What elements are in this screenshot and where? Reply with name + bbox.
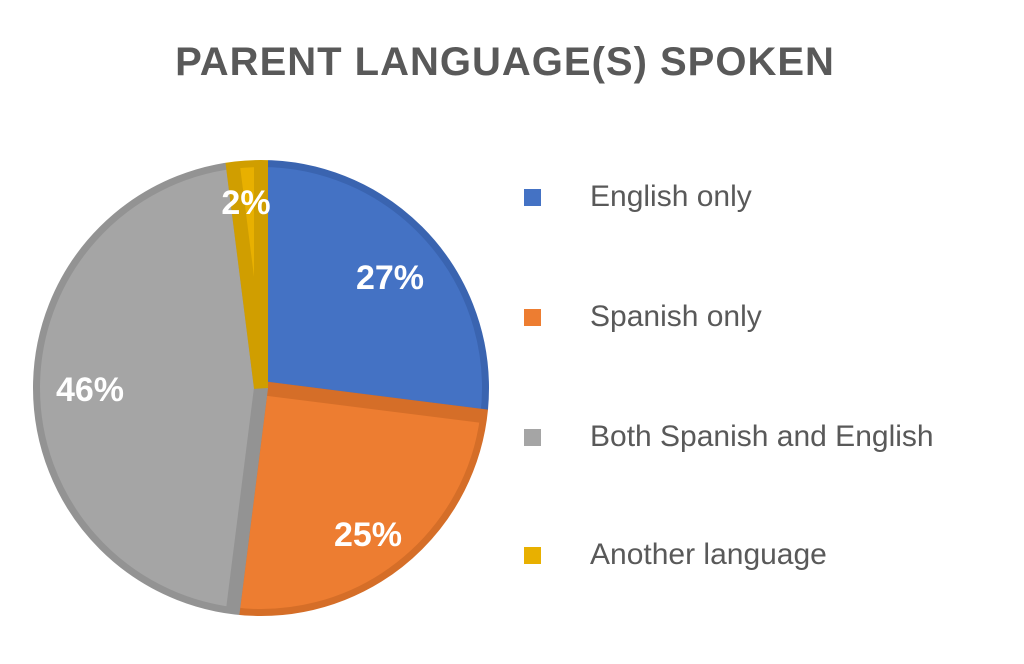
- pie-slice-spanish-only: [224, 380, 496, 623]
- legend-label: Both Spanish and English: [590, 420, 934, 453]
- legend-swatch: [524, 188, 541, 206]
- legend-swatch: [524, 428, 541, 446]
- data-label: 25%: [334, 516, 402, 554]
- legend-swatch: [524, 546, 541, 564]
- legend-label: English only: [590, 180, 752, 213]
- legend-item: Both Spanish and English: [524, 420, 934, 454]
- pie-slice-english-only: [254, 152, 496, 425]
- pie-slice-both-spanish-and-english: [26, 153, 269, 623]
- legend-item: Another language: [524, 538, 827, 572]
- data-label: 46%: [56, 371, 124, 409]
- legend-swatch: [524, 308, 541, 326]
- legend-item: Spanish only: [524, 300, 762, 334]
- pie-outer-mask: [19, 146, 503, 630]
- legend-item: English only: [524, 180, 752, 214]
- pie-slice-another-language: [224, 152, 268, 389]
- legend-label: Spanish only: [590, 300, 762, 333]
- data-label: 2%: [221, 184, 270, 222]
- data-label: 27%: [356, 259, 424, 297]
- chart-title: PARENT LANGUAGE(S) SPOKEN: [175, 40, 835, 84]
- legend-label: Another language: [590, 538, 827, 571]
